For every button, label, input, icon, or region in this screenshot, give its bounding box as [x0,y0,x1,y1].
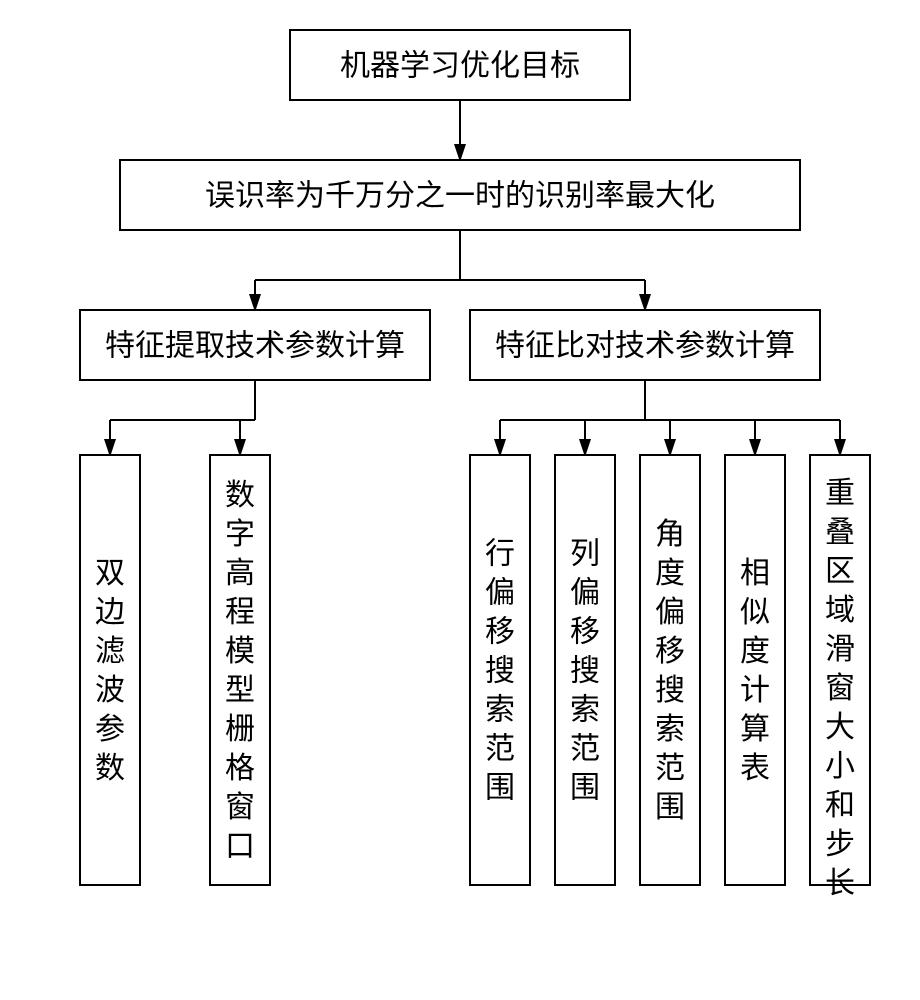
svg-text:口: 口 [225,830,255,863]
svg-text:列: 列 [570,538,600,571]
node-root: 机器学习优化目标 [290,30,630,100]
svg-text:围: 围 [655,791,685,824]
svg-text:范: 范 [655,752,685,785]
svg-text:大: 大 [825,711,855,744]
svg-text:双: 双 [95,557,125,590]
svg-text:偏: 偏 [485,577,515,610]
svg-text:算: 算 [740,713,770,746]
svg-text:围: 围 [570,772,600,805]
svg-text:参: 参 [95,713,125,746]
node-leaf2: 数字高程模型栅格窗口 [210,455,270,885]
svg-text:步: 步 [825,828,855,861]
node-leaf7: 重叠区域滑窗大小和步长 [810,455,870,900]
svg-text:范: 范 [485,733,515,766]
svg-text:搜: 搜 [655,674,685,707]
svg-text:边: 边 [95,596,125,629]
svg-text:和: 和 [825,789,855,822]
svg-text:模: 模 [225,635,255,668]
svg-text:度: 度 [655,557,685,590]
svg-text:窗: 窗 [825,672,855,705]
node-compare: 特征比对技术参数计算 [470,310,820,380]
svg-text:表: 表 [740,752,770,785]
node-leaf1: 双边滤波参数 [80,455,140,885]
node-leaf5: 角度偏移搜索范围 [640,455,700,885]
svg-text:数: 数 [225,479,255,512]
svg-text:范: 范 [570,733,600,766]
svg-text:偏: 偏 [570,577,600,610]
svg-text:移: 移 [570,616,600,649]
svg-text:重: 重 [825,477,855,510]
svg-text:特征比对技术参数计算: 特征比对技术参数计算 [495,330,795,363]
svg-text:特征提取技术参数计算: 特征提取技术参数计算 [105,330,405,363]
svg-text:移: 移 [655,635,685,668]
svg-text:索: 索 [485,694,515,727]
svg-text:小: 小 [825,750,855,783]
svg-text:程: 程 [225,596,255,629]
svg-text:数: 数 [95,752,125,785]
svg-text:波: 波 [95,674,125,707]
svg-text:机器学习优化目标: 机器学习优化目标 [340,50,580,83]
node-extract: 特征提取技术参数计算 [80,310,430,380]
svg-text:搜: 搜 [570,655,600,688]
svg-text:窗: 窗 [225,791,255,824]
node-level1: 误识率为千万分之一时的识别率最大化 [120,160,800,230]
svg-text:相: 相 [740,557,770,590]
svg-text:搜: 搜 [485,655,515,688]
svg-text:域: 域 [825,594,855,627]
node-leaf6: 相似度计算表 [725,455,785,885]
svg-text:索: 索 [655,713,685,746]
svg-text:索: 索 [570,694,600,727]
svg-text:叠: 叠 [825,516,855,549]
svg-text:行: 行 [485,538,515,571]
svg-text:高: 高 [225,557,255,590]
flowchart-diagram: 机器学习优化目标误识率为千万分之一时的识别率最大化特征提取技术参数计算 特征比对技… [0,0,920,1000]
svg-text:偏: 偏 [655,596,685,629]
svg-text:格: 格 [225,752,255,785]
node-leaf3: 行偏移搜索范围 [470,455,530,885]
svg-text:角: 角 [655,518,685,551]
svg-text:字: 字 [225,518,255,551]
svg-text:围: 围 [485,772,515,805]
svg-text:区: 区 [825,555,855,588]
svg-text:滑: 滑 [825,633,855,666]
svg-text:长: 长 [825,867,855,900]
node-leaf4: 列偏移搜索范围 [555,455,615,885]
svg-text:误识率为千万分之一时的识别率最大化: 误识率为千万分之一时的识别率最大化 [205,180,715,213]
svg-text:移: 移 [485,616,515,649]
svg-text:滤: 滤 [95,635,125,668]
svg-text:栅: 栅 [225,713,255,746]
svg-text:计: 计 [740,674,770,707]
svg-text:度: 度 [740,635,770,668]
svg-text:型: 型 [225,674,255,707]
svg-text:似: 似 [740,596,770,629]
